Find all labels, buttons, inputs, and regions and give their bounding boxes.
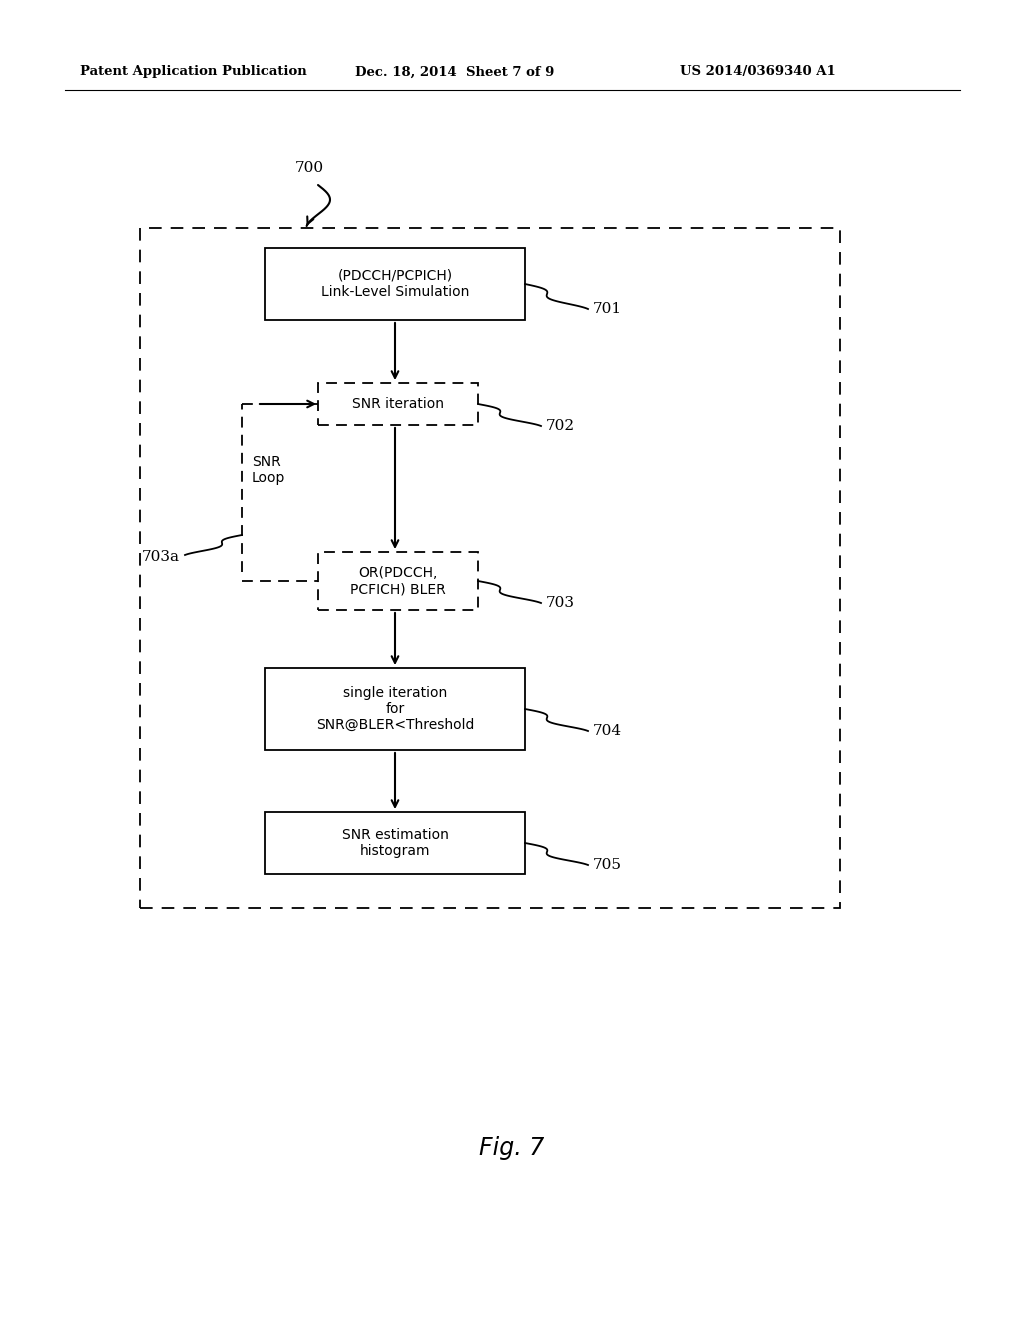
Text: Fig. 7: Fig. 7	[479, 1137, 545, 1160]
Text: 700: 700	[295, 161, 325, 176]
Text: 701: 701	[593, 302, 623, 315]
Text: 702: 702	[546, 418, 575, 433]
Text: Patent Application Publication: Patent Application Publication	[80, 66, 307, 78]
Text: 705: 705	[593, 858, 622, 873]
Text: (PDCCH/PCPICH)
Link-Level Simulation: (PDCCH/PCPICH) Link-Level Simulation	[321, 269, 469, 300]
Text: 703: 703	[546, 597, 575, 610]
Bar	[140, 228, 840, 908]
Text: SNR estimation
histogram: SNR estimation histogram	[342, 828, 449, 858]
Bar	[265, 668, 525, 750]
Text: SNR
Loop: SNR Loop	[252, 455, 286, 486]
Bar	[318, 552, 478, 610]
Text: US 2014/0369340 A1: US 2014/0369340 A1	[680, 66, 836, 78]
Bar	[265, 812, 525, 874]
Bar	[265, 248, 525, 319]
Text: OR(PDCCH,
PCFICH) BLER: OR(PDCCH, PCFICH) BLER	[350, 566, 445, 597]
Text: SNR iteration: SNR iteration	[352, 397, 444, 411]
Bar	[318, 383, 478, 425]
Text: 703a: 703a	[142, 550, 180, 564]
Text: single iteration
for
SNR@BLER<Threshold: single iteration for SNR@BLER<Threshold	[315, 686, 474, 733]
Text: 704: 704	[593, 723, 623, 738]
Text: Dec. 18, 2014  Sheet 7 of 9: Dec. 18, 2014 Sheet 7 of 9	[355, 66, 554, 78]
